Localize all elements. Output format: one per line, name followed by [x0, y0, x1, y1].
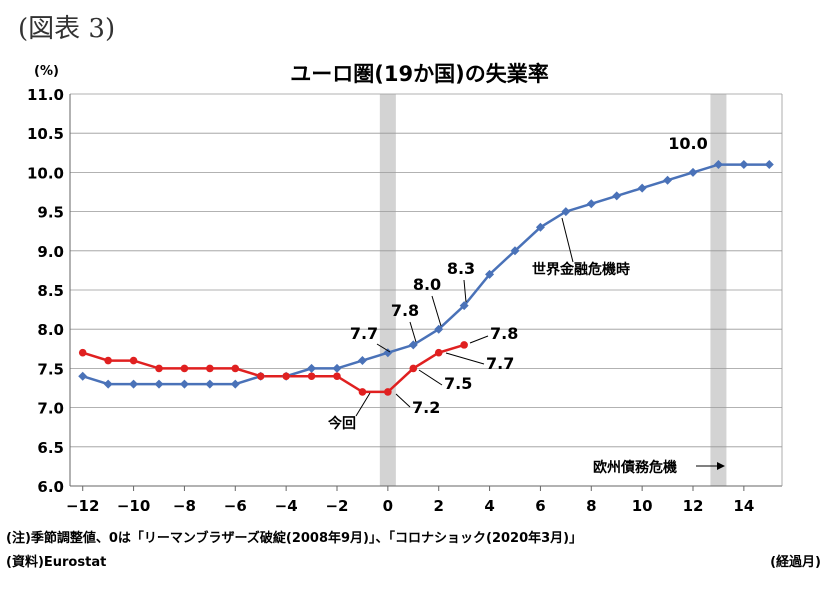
data-point-current — [434, 348, 443, 357]
annotation-current-3-leader — [395, 393, 411, 408]
annotation-current-2-leader — [418, 369, 443, 386]
data-point-current — [206, 364, 214, 373]
annotation-gfc-2: 8.0 — [413, 275, 441, 294]
annotation-euro-debt-crisis: 欧州債務危機 — [593, 459, 677, 476]
y-tick-label: 10.0 — [27, 164, 64, 182]
x-tick-label: −10 — [117, 497, 150, 515]
annotation-current-3: 7.2 — [412, 398, 440, 417]
annotation-current-0-leader — [469, 335, 489, 344]
data-point-gfc — [510, 246, 520, 256]
annotation-gfc-2-leader — [431, 295, 442, 327]
annotation-current-0: 7.8 — [490, 324, 518, 343]
series-line-current — [82, 343, 465, 394]
data-point-current — [384, 388, 392, 396]
data-point-gfc — [332, 363, 342, 373]
y-tick-label: 7.0 — [37, 400, 64, 418]
data-point-current — [155, 364, 163, 373]
annotation-gfc-0-leader — [376, 343, 391, 353]
data-point-gfc — [78, 371, 88, 381]
annotation-current-2: 7.5 — [444, 374, 472, 393]
x-tick-label: 4 — [484, 497, 494, 515]
data-point-current — [78, 348, 87, 357]
data-point-current — [307, 372, 316, 381]
data-point-gfc — [205, 379, 215, 389]
annotation-gfc-series-label-leader — [561, 217, 574, 263]
data-point-gfc — [713, 160, 723, 170]
data-point-current — [180, 364, 189, 373]
data-point-gfc — [586, 199, 596, 209]
data-point-gfc — [739, 160, 749, 170]
annotation-gfc-3-leader — [463, 279, 467, 303]
data-point-gfc — [764, 160, 774, 170]
data-point-gfc — [637, 183, 647, 193]
x-tick-label: −6 — [224, 497, 247, 515]
x-tick-label: 12 — [683, 497, 704, 515]
data-point-current — [460, 341, 468, 349]
data-point-gfc — [612, 191, 622, 201]
x-tick-label: 6 — [535, 497, 545, 515]
x-tick-label: −2 — [325, 497, 348, 515]
data-point-gfc — [103, 379, 113, 389]
x-tick-label: 10 — [632, 497, 653, 515]
data-point-gfc — [535, 222, 545, 232]
y-tick-label: 8.5 — [37, 282, 64, 300]
source-note: (資料)Eurostat — [6, 555, 107, 570]
y-tick-label: 6.0 — [37, 478, 64, 496]
y-tick-label: 9.0 — [37, 243, 64, 261]
annotation-gfc-series-label: 世界金融危機時 — [532, 261, 630, 278]
data-point-gfc — [230, 379, 240, 389]
data-point-gfc — [688, 167, 698, 177]
x-tick-label: 0 — [383, 497, 393, 515]
data-point-gfc — [459, 301, 469, 311]
annotation-current-1-leader — [445, 352, 485, 365]
data-point-gfc — [154, 379, 164, 389]
chart-title: ユーロ圏(19か国)の失業率 — [290, 62, 549, 86]
data-point-gfc — [129, 379, 139, 389]
data-point-gfc — [357, 356, 367, 366]
y-tick-label: 7.5 — [37, 360, 64, 378]
data-point-gfc — [561, 207, 571, 217]
y-tick-label: 9.5 — [37, 204, 64, 222]
figure-label: (図表 3) — [18, 14, 116, 44]
x-tick-label: 2 — [433, 497, 443, 515]
data-point-current — [282, 372, 290, 381]
x-tick-label: 14 — [733, 497, 754, 515]
data-point-current — [104, 356, 112, 365]
data-point-gfc — [307, 363, 317, 373]
annotation-gfc-1: 7.8 — [391, 301, 419, 320]
data-point-current — [358, 388, 367, 396]
x-tick-label: −12 — [66, 497, 99, 515]
data-point-current — [231, 364, 240, 373]
data-point-gfc — [485, 269, 495, 279]
x-tick-label: 8 — [586, 497, 596, 515]
y-tick-label: 8.0 — [37, 321, 64, 339]
data-point-current — [333, 372, 341, 381]
annotation-gfc-3: 8.3 — [447, 259, 475, 278]
series-line-gfc — [82, 163, 770, 386]
data-point-gfc — [408, 340, 418, 350]
data-point-gfc — [383, 348, 393, 358]
annotation-current-1: 7.7 — [486, 354, 514, 373]
annotation-gfc-4: 10.0 — [668, 134, 707, 153]
annotation-current-series-label-leader — [355, 392, 371, 417]
annotation-gfc-0: 7.7 — [350, 324, 378, 343]
data-point-current — [129, 356, 138, 365]
x-tick-label: −4 — [275, 497, 298, 515]
footnote: (注)季節調整値、0は「リーマンブラザーズ破綻(2008年9月)」、「コロナショ… — [6, 531, 583, 546]
y-axis-label: (%) — [34, 64, 59, 79]
y-tick-label: 11.0 — [27, 86, 64, 104]
data-point-gfc — [434, 324, 444, 334]
y-tick-label: 6.5 — [37, 439, 64, 457]
data-point-current — [256, 372, 265, 381]
annotation-current-series-label: 今回 — [327, 415, 356, 432]
annotation-gfc-1-leader — [409, 321, 417, 343]
data-point-gfc — [663, 175, 673, 185]
data-point-current — [409, 364, 418, 373]
x-axis-unit: (経過月) — [770, 555, 821, 570]
data-point-gfc — [179, 379, 189, 389]
y-tick-label: 10.5 — [27, 125, 64, 143]
x-tick-label: −8 — [173, 497, 196, 515]
